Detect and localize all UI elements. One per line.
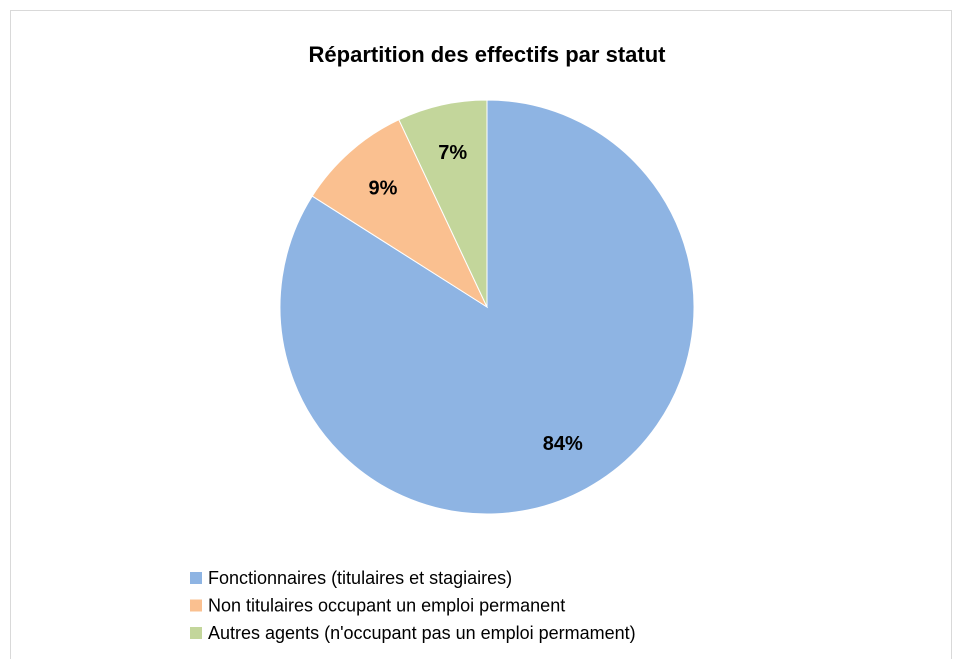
legend-label: Non titulaires occupant un emploi perman… bbox=[208, 595, 565, 615]
data-label: 9% bbox=[369, 177, 398, 199]
data-label: 84% bbox=[543, 433, 583, 455]
legend-label: Fonctionnaires (titulaires et stagiaires… bbox=[208, 568, 512, 588]
pie-slice bbox=[311, 119, 489, 309]
chart-title: Répartition des effectifs par statut bbox=[309, 42, 667, 67]
legend-swatch bbox=[190, 572, 202, 584]
legend-swatch bbox=[190, 599, 202, 612]
legend-label: Autres agents (n'occupant pas un emploi … bbox=[208, 623, 636, 643]
pie-slice bbox=[398, 99, 488, 308]
data-label: 7% bbox=[438, 142, 467, 164]
legend-swatch bbox=[190, 627, 202, 639]
